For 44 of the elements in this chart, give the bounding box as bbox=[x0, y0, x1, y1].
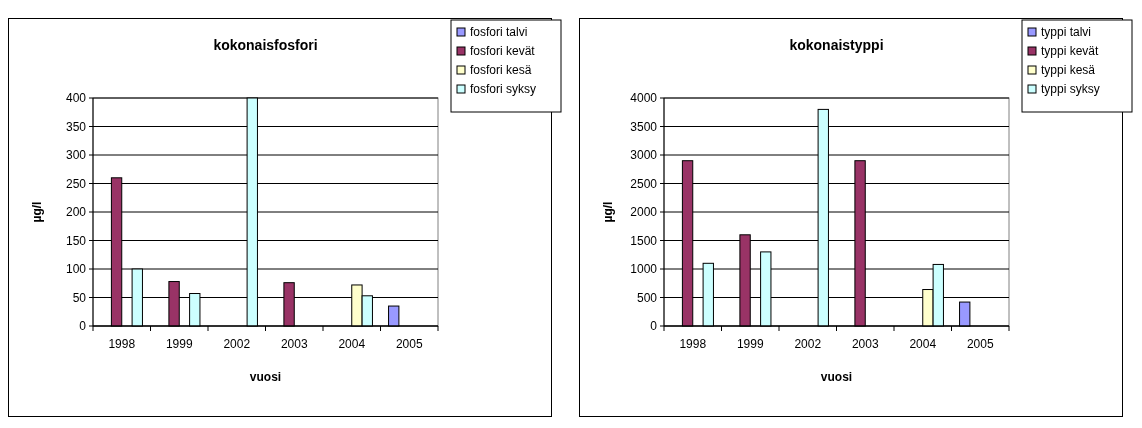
legend-label: fosfori kesä bbox=[470, 63, 532, 78]
x-tick-label: 2004 bbox=[909, 337, 937, 351]
x-tick-label: 1998 bbox=[679, 337, 707, 351]
x-tick-label: 2002 bbox=[794, 337, 822, 351]
legend-label: fosfori syksy bbox=[470, 82, 537, 97]
x-tick-label: 1999 bbox=[736, 337, 764, 351]
y-tick-label: 1500 bbox=[630, 233, 658, 248]
y-tick-label: 2500 bbox=[630, 176, 658, 191]
x-tick-label: 2004 bbox=[338, 337, 366, 351]
y-tick-label: 4000 bbox=[630, 91, 658, 106]
y-tick-label: 400 bbox=[65, 91, 87, 106]
chart-title: kokonaisfosfori bbox=[213, 37, 318, 53]
x-tick-label: 2005 bbox=[395, 337, 423, 351]
y-tick-label: 0 bbox=[650, 319, 658, 334]
y-tick-label: 500 bbox=[636, 290, 658, 305]
y-axis-title: µg/l bbox=[30, 201, 44, 223]
y-tick-label: 350 bbox=[65, 119, 87, 134]
x-tick-label: 1998 bbox=[108, 337, 136, 351]
y-tick-label: 2000 bbox=[630, 205, 658, 220]
x-tick-label: 2005 bbox=[966, 337, 994, 351]
x-tick-label: 1999 bbox=[165, 337, 193, 351]
y-tick-label: 150 bbox=[65, 233, 87, 248]
chart-title: kokonaistyppi bbox=[789, 37, 884, 53]
x-tick-label: 2003 bbox=[280, 337, 308, 351]
y-tick-label: 3000 bbox=[630, 148, 658, 163]
legend-label: typpi syksy bbox=[1041, 82, 1100, 97]
y-tick-label: 200 bbox=[65, 205, 87, 220]
y-tick-label: 3500 bbox=[630, 119, 658, 134]
legend-label: typpi kevät bbox=[1041, 44, 1100, 59]
legend-label: typpi kesä bbox=[1041, 63, 1096, 78]
x-axis-title: vuosi bbox=[249, 370, 282, 384]
y-tick-label: 300 bbox=[65, 148, 87, 163]
x-axis-title: vuosi bbox=[820, 370, 853, 384]
y-tick-label: 0 bbox=[79, 319, 87, 334]
x-tick-label: 2003 bbox=[851, 337, 879, 351]
y-tick-label: 250 bbox=[65, 176, 87, 191]
legend-label: fosfori kevät bbox=[470, 44, 536, 59]
y-tick-label: 50 bbox=[72, 290, 87, 305]
y-tick-label: 1000 bbox=[630, 262, 658, 277]
y-tick-label: 100 bbox=[65, 262, 87, 277]
y-axis-title: µg/l bbox=[601, 201, 615, 223]
x-tick-label: 2002 bbox=[223, 337, 251, 351]
legend-label: fosfori talvi bbox=[470, 25, 528, 40]
legend-label: typpi talvi bbox=[1041, 25, 1092, 40]
